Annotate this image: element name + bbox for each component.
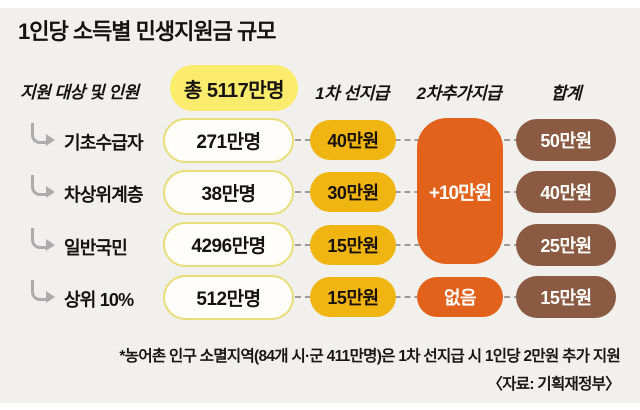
column-header-first-payment: 1차 선지급 bbox=[315, 84, 389, 103]
total-amount-pill: 25만원 bbox=[516, 224, 616, 266]
second-payment-merged-cell: +10만원 bbox=[417, 118, 503, 264]
group-label: 상위 10% bbox=[64, 290, 134, 310]
branch-arrow-icon bbox=[31, 228, 61, 254]
dotted-connector bbox=[285, 296, 530, 298]
group-label: 차상위계층 bbox=[64, 185, 144, 205]
total-amount-pill: 15만원 bbox=[516, 276, 616, 318]
dotted-connector bbox=[285, 139, 530, 141]
recipient-count-pill: 4296만명 bbox=[163, 222, 294, 267]
first-payment-pill: 40만원 bbox=[310, 120, 396, 160]
group-label: 기초수급자 bbox=[64, 133, 144, 153]
first-payment-pill: 30만원 bbox=[310, 172, 396, 212]
first-payment-pill: 15만원 bbox=[310, 277, 396, 317]
source-credit: 〈자료: 기획재정부〉 bbox=[487, 376, 620, 393]
first-payment-pill: 15만원 bbox=[310, 225, 396, 265]
recipient-count-pill: 38만명 bbox=[163, 170, 294, 215]
second-payment-none-pill: 없음 bbox=[417, 277, 503, 317]
column-header-second-payment: 2차추가지급 bbox=[416, 84, 502, 103]
total-amount-pill: 50만원 bbox=[516, 119, 616, 161]
recipient-count-pill: 271만명 bbox=[163, 118, 294, 163]
branch-arrow-icon bbox=[31, 175, 61, 201]
dotted-connector bbox=[285, 244, 530, 246]
group-label: 일반국민 bbox=[64, 238, 128, 258]
target-column-label: 지원 대상 및 인원 bbox=[20, 83, 139, 102]
footnote: *농어촌 인구 소멸지역(84개 시·군 411만명)은 1차 선지급 시 1인… bbox=[119, 348, 620, 365]
total-recipients-badge: 총 5117만명 bbox=[170, 65, 298, 111]
branch-arrow-icon bbox=[31, 123, 61, 149]
column-header-total: 합계 bbox=[550, 84, 582, 103]
dotted-connector bbox=[285, 191, 530, 193]
branch-arrow-icon bbox=[31, 280, 61, 306]
recipient-count-pill: 512만명 bbox=[163, 275, 294, 320]
page-title: 1인당 소득별 민생지원금 규모 bbox=[18, 19, 276, 44]
total-amount-pill: 40만원 bbox=[516, 171, 616, 213]
